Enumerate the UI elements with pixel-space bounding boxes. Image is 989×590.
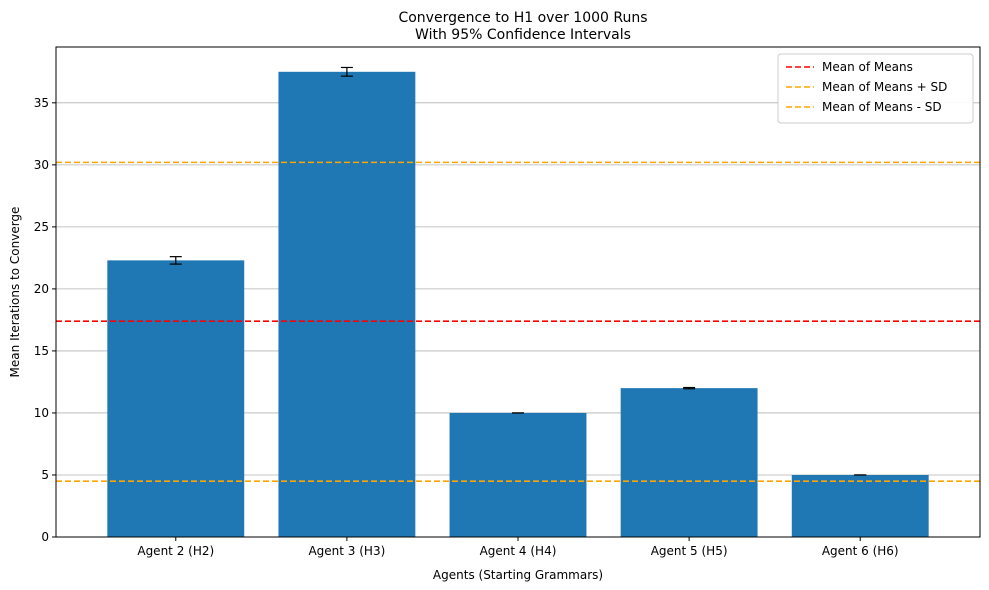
y-tick-label: 10 bbox=[34, 406, 49, 420]
bar bbox=[620, 388, 758, 537]
y-axis: 0 5 10 15 20 25 30 35 bbox=[34, 96, 56, 544]
bars-group bbox=[107, 71, 929, 538]
x-tick-label: Agent 3 (H3) bbox=[308, 544, 385, 558]
x-tick-label: Agent 2 (H2) bbox=[137, 544, 214, 558]
x-tick-label: Agent 5 (H5) bbox=[651, 544, 728, 558]
bar bbox=[791, 474, 929, 537]
legend-label: Mean of Means bbox=[822, 60, 913, 74]
x-tick-label: Agent 4 (H4) bbox=[480, 544, 557, 558]
bar bbox=[449, 412, 587, 537]
y-axis-label: Mean Iterations to Converge bbox=[8, 207, 22, 378]
chart-title-line2: With 95% Confidence Intervals bbox=[415, 27, 631, 43]
legend-label: Mean of Means + SD bbox=[822, 80, 947, 94]
y-tick-label: 25 bbox=[34, 220, 49, 234]
y-tick-label: 20 bbox=[34, 282, 49, 296]
y-tick-label: 30 bbox=[34, 158, 49, 172]
bar bbox=[107, 260, 245, 537]
y-tick-label: 15 bbox=[34, 344, 49, 358]
reference-lines-group bbox=[56, 161, 980, 482]
legend: Mean of Means Mean of Means + SD Mean of M… bbox=[777, 53, 974, 124]
error-bars-group bbox=[169, 66, 867, 476]
y-tick-label: 5 bbox=[41, 468, 49, 482]
legend-box bbox=[777, 53, 974, 124]
y-tick-label: 35 bbox=[34, 96, 49, 110]
x-axis-label: Agents (Starting Grammars) bbox=[433, 568, 603, 582]
y-tick-label: 0 bbox=[41, 530, 49, 544]
legend-label: Mean of Means - SD bbox=[822, 100, 942, 114]
chart-title-line1: Convergence to H1 over 1000 Runs bbox=[398, 10, 647, 26]
x-tick-label: Agent 6 (H6) bbox=[822, 544, 899, 558]
bar bbox=[278, 71, 416, 538]
x-axis: Agent 2 (H2) Agent 3 (H3) Agent 4 (H4) Agen… bbox=[137, 537, 899, 558]
